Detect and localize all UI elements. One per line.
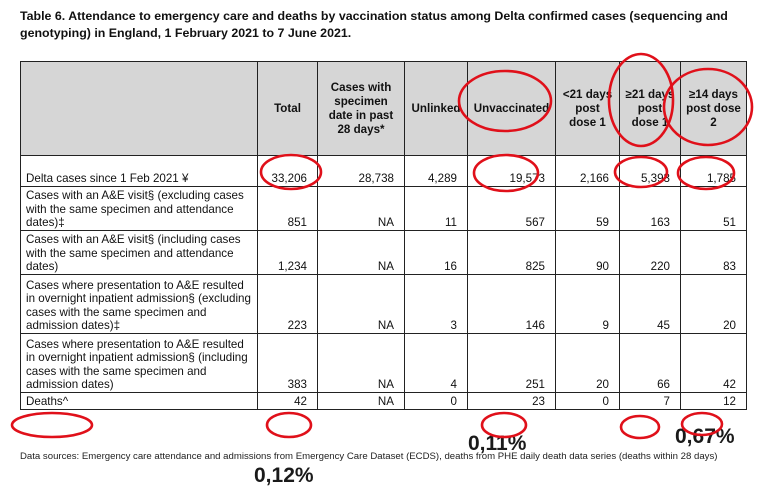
row-label: Deaths^ <box>20 392 258 410</box>
cell-lt21-dose1: 90 <box>555 230 620 275</box>
circle-deaths-label <box>10 411 94 439</box>
cell-unvaccinated: 19,573 <box>467 155 556 187</box>
cell-ge14-dose2: 1,785 <box>680 155 747 187</box>
cell-unvaccinated: 251 <box>467 333 556 393</box>
cell-ge21-dose1: 5,393 <box>619 155 681 187</box>
cell-lt21-dose1: 59 <box>555 186 620 231</box>
cell-past-28-days: NA <box>317 186 405 231</box>
cell-past-28-days: NA <box>317 333 405 393</box>
cell-ge21-dose1: 45 <box>619 274 681 334</box>
table-row: Delta cases since 1 Feb 2021 ¥ 33,206 28… <box>20 155 747 187</box>
table-row: Cases where presentation to A&E resulted… <box>20 333 747 393</box>
cell-unlinked: 3 <box>404 274 468 334</box>
cell-lt21-dose1: 0 <box>555 392 620 410</box>
header-cell-past-28-days: Cases with specimen date in past 28 days… <box>317 61 405 156</box>
cell-lt21-dose1: 9 <box>555 274 620 334</box>
annotation-unvaccinated-percent: 0,11% <box>468 432 527 455</box>
cell-total: 1,234 <box>257 230 318 275</box>
cell-unvaccinated: 23 <box>467 392 556 410</box>
header-cell-lt21-dose1: <21 days post dose 1 <box>555 61 620 156</box>
cell-unlinked: 4 <box>404 333 468 393</box>
cell-ge14-dose2: 83 <box>680 230 747 275</box>
cell-unlinked: 4,289 <box>404 155 468 187</box>
table-row: Cases with an A&E visit§ (excluding case… <box>20 186 747 231</box>
cell-past-28-days: NA <box>317 392 405 410</box>
cell-lt21-dose1: 20 <box>555 333 620 393</box>
header-cell-ge21-dose1: ≥21 days post dose 1 <box>619 61 681 156</box>
cell-ge21-dose1: 220 <box>619 230 681 275</box>
cell-unlinked: 11 <box>404 186 468 231</box>
row-label: Cases where presentation to A&E resulted… <box>20 333 258 393</box>
header-cell-total: Total <box>257 61 318 156</box>
row-label: Cases with an A&E visit§ (excluding case… <box>20 186 258 231</box>
cell-ge14-dose2: 12 <box>680 392 747 410</box>
cell-total: 42 <box>257 392 318 410</box>
cell-total: 223 <box>257 274 318 334</box>
header-cell-unlinked: Unlinked <box>404 61 468 156</box>
table-row: Deaths^ 42 NA 0 23 0 7 12 <box>20 392 747 410</box>
cell-ge21-dose1: 7 <box>619 392 681 410</box>
cell-ge14-dose2: 51 <box>680 186 747 231</box>
cell-past-28-days: NA <box>317 274 405 334</box>
cell-ge14-dose2: 42 <box>680 333 747 393</box>
table-row: Cases where presentation to A&E resulted… <box>20 274 747 334</box>
annotation-total-percent: 0,12% <box>254 464 314 487</box>
cell-total: 851 <box>257 186 318 231</box>
cell-lt21-dose1: 2,166 <box>555 155 620 187</box>
row-label: Cases where presentation to A&E resulted… <box>20 274 258 334</box>
cell-ge21-dose1: 66 <box>619 333 681 393</box>
table-caption: Table 6. Attendance to emergency care an… <box>20 9 728 40</box>
cell-unvaccinated: 146 <box>467 274 556 334</box>
cell-ge14-dose2: 20 <box>680 274 747 334</box>
header-cell-unvaccinated: Unvaccinated <box>467 61 556 156</box>
data-table: Total Cases with specimen date in past 2… <box>20 61 747 410</box>
cell-unlinked: 16 <box>404 230 468 275</box>
cell-ge21-dose1: 163 <box>619 186 681 231</box>
cell-past-28-days: NA <box>317 230 405 275</box>
header-cell-ge14-dose2: ≥14 days post dose 2 <box>680 61 747 156</box>
circle-ge21-deaths <box>619 414 661 440</box>
annotation-dose2-percent: 0,67% <box>675 425 735 448</box>
cell-total: 383 <box>257 333 318 393</box>
row-label: Cases with an A&E visit§ (including case… <box>20 230 258 275</box>
footnote: Data sources: Emergency care attendance … <box>20 451 718 462</box>
cell-unlinked: 0 <box>404 392 468 410</box>
circle-total-deaths <box>265 411 313 439</box>
cell-past-28-days: 28,738 <box>317 155 405 187</box>
header-row: Total Cases with specimen date in past 2… <box>20 61 747 156</box>
table-row: Cases with an A&E visit§ (including case… <box>20 230 747 275</box>
row-label: Delta cases since 1 Feb 2021 ¥ <box>20 155 258 187</box>
header-cell-label <box>20 61 258 156</box>
cell-total: 33,206 <box>257 155 318 187</box>
cell-unvaccinated: 567 <box>467 186 556 231</box>
cell-unvaccinated: 825 <box>467 230 556 275</box>
